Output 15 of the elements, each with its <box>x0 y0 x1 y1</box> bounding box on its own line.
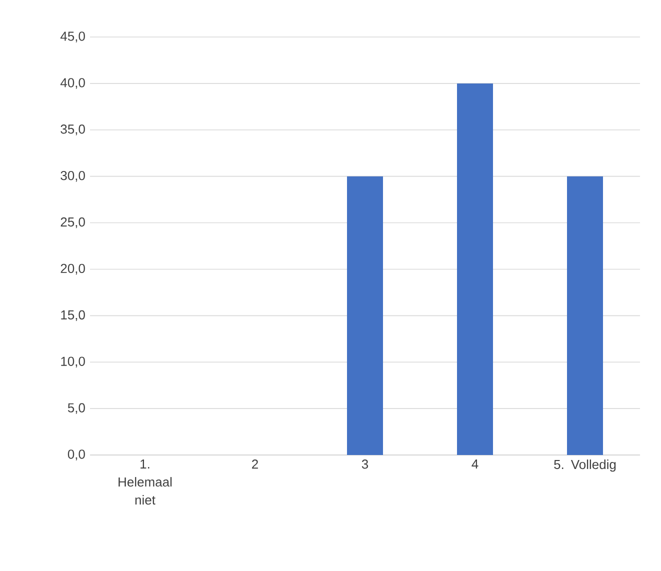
y-tick-label: 40,0 <box>60 78 85 89</box>
x-tick-label: 3 <box>362 460 368 469</box>
y-tick-label: 20,0 <box>60 264 85 275</box>
y-tick-label: 25,0 <box>60 217 85 228</box>
x-tick-label: 1. Helemaal niet <box>118 460 172 505</box>
y-tick-label: 0,0 <box>68 450 85 460</box>
x-tick-label: 2 <box>252 460 258 469</box>
y-tick-label: 30,0 <box>60 170 85 182</box>
y-tick-label: 5,0 <box>68 403 85 414</box>
x-tick-label: 5. Volledig <box>554 460 616 472</box>
y-tick-label: 15,0 <box>61 310 85 322</box>
y-tick-label: 35,0 <box>60 124 85 136</box>
x-tick-label: 4 <box>472 460 478 468</box>
y-tick-label: 10,0 <box>61 356 85 368</box>
y-tick-label: 45,0 <box>60 32 85 42</box>
